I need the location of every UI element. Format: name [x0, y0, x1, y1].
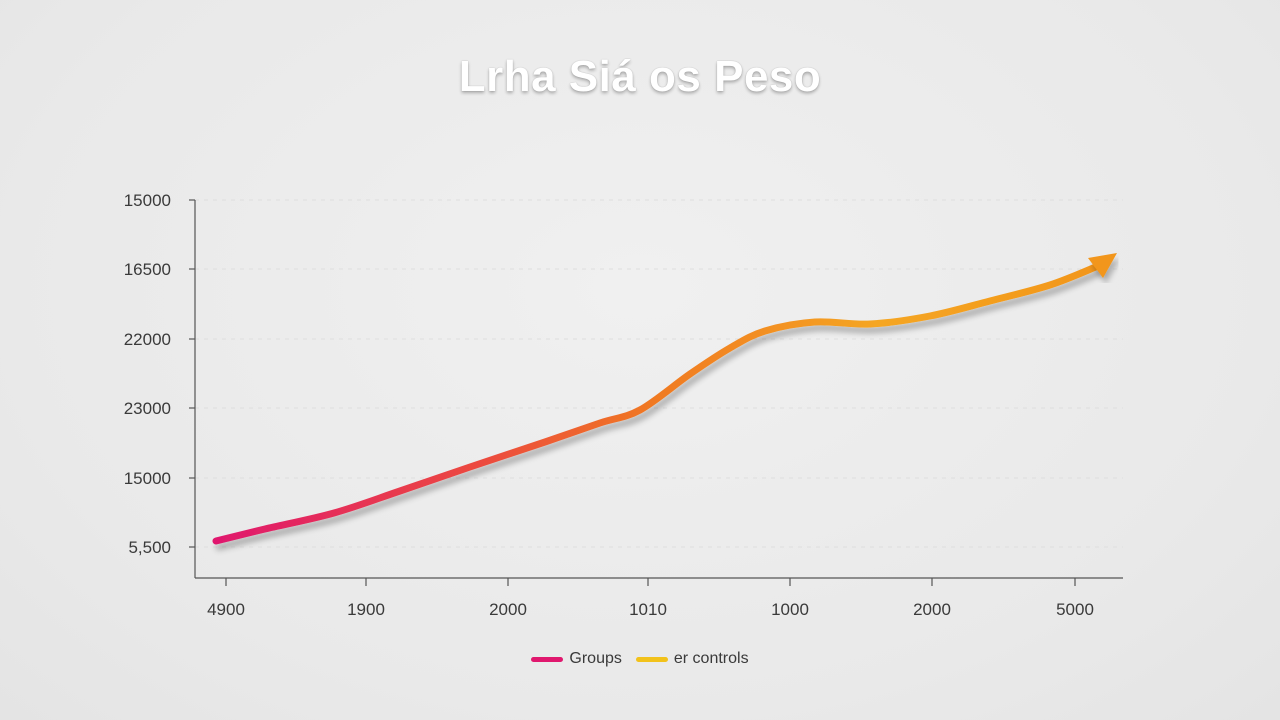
- x-tick-label-4: 1000: [771, 600, 809, 619]
- axes: [189, 199, 1123, 586]
- y-tick-label-3: 23000: [124, 399, 171, 418]
- y-tick-label-0: 15000: [124, 191, 171, 210]
- x-tick-label-3: 1010: [629, 600, 667, 619]
- y-tick-label-1: 16500: [124, 260, 171, 279]
- x-tick-label-5: 2000: [913, 600, 951, 619]
- legend-item-0: Groups: [531, 650, 622, 668]
- tick-labels: 15000 16500 22000 23000 15000 5,500 4900 1900 20…: [124, 191, 1094, 619]
- x-tick-label-1: 1900: [347, 600, 385, 619]
- chart-title: Lrha Siá os Peso: [458, 52, 822, 101]
- y-tick-label-5: 5,500: [128, 538, 171, 557]
- legend-swatch-1: [635, 656, 668, 662]
- legend-label-0: Groups: [569, 650, 622, 667]
- x-tick-label-0: 4900: [207, 600, 245, 619]
- legend-swatch-0: [531, 656, 564, 662]
- legend-item-1: er controls: [635, 650, 749, 668]
- x-tick-label-2: 2000: [489, 600, 527, 619]
- series-line-groups: [212, 262, 1102, 545]
- legend-label-1: er controls: [673, 650, 749, 667]
- y-tick-label-2: 22000: [124, 330, 171, 349]
- series-end-arrow: [1088, 253, 1117, 278]
- y-tick-label-4: 15000: [124, 469, 171, 488]
- series-layer: [212, 253, 1117, 545]
- legend: Groups er controls: [0, 650, 1280, 668]
- grid-lines: [195, 199, 1123, 548]
- x-tick-label-6: 5000: [1056, 600, 1094, 619]
